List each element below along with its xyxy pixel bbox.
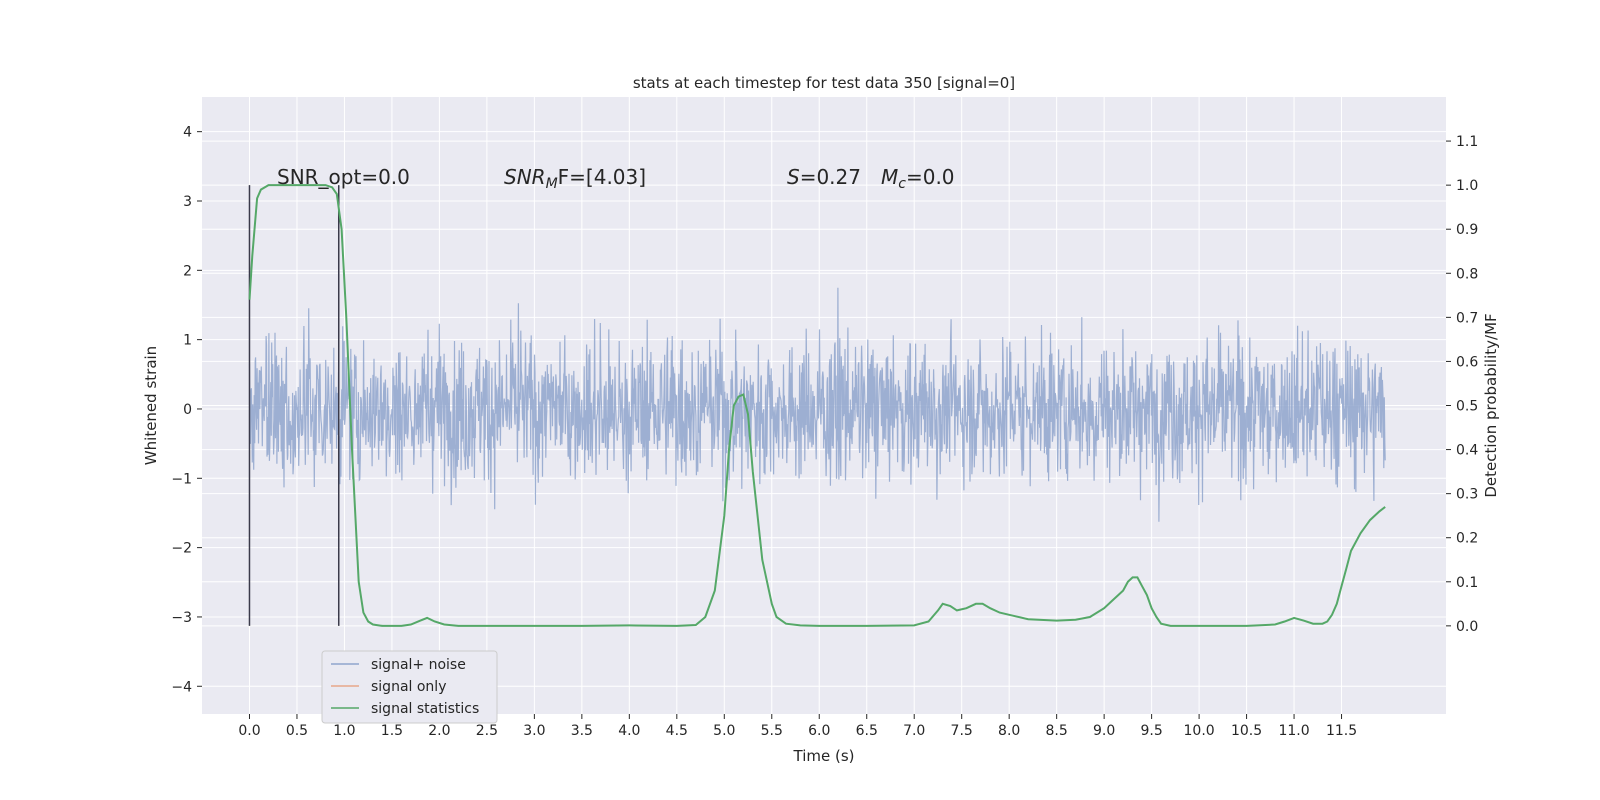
y-left-axis-ticks: −4 −3 −2 −1 0 1 2 3 4 bbox=[171, 125, 202, 695]
y-left-tick-label-7: 3 bbox=[183, 194, 192, 210]
y-right-tick-label-3: 0.3 bbox=[1456, 487, 1478, 503]
annotation-snr-mf-label: SNR bbox=[504, 165, 546, 189]
x-tick-label-10: 5.0 bbox=[713, 723, 735, 739]
legend-entry-signal-noise: signal+ noise bbox=[371, 657, 466, 673]
y-right-tick-label-6: 0.6 bbox=[1456, 354, 1478, 370]
signal-statistics-series bbox=[248, 184, 1386, 627]
annotation-snr-mf: SNRMF=[4.03] bbox=[504, 165, 646, 192]
legend: signal+ noise signal only signal statist… bbox=[321, 650, 498, 724]
y-right-tick-label-5: 0.5 bbox=[1456, 399, 1478, 415]
x-tick-label-0: 0.0 bbox=[238, 723, 260, 739]
chart-title: stats at each timestep for test data 350… bbox=[633, 74, 1015, 92]
y-right-tick-label-4: 0.4 bbox=[1456, 443, 1478, 459]
annotation-snr-opt: SNR_opt=0.0 bbox=[277, 165, 410, 189]
legend-entry-signal-statistics: signal statistics bbox=[371, 701, 479, 717]
annotation-s: S=0.27 bbox=[787, 165, 861, 189]
vertical-markers bbox=[248, 185, 340, 626]
x-tick-label-13: 6.5 bbox=[856, 723, 878, 739]
y-right-tick-label-2: 0.2 bbox=[1456, 531, 1478, 547]
y-left-tick-label-2: −2 bbox=[171, 541, 192, 557]
x-axis-label: Time (s) bbox=[793, 747, 855, 765]
y-left-tick-label-5: 1 bbox=[183, 333, 192, 349]
x-tick-label-16: 8.0 bbox=[998, 723, 1020, 739]
y-right-axis-ticks: 0.0 0.1 0.2 0.3 0.4 0.5 0.6 0.7 0.8 0.9 1.0 1.1 bbox=[1446, 134, 1478, 635]
signal-noise-series bbox=[248, 287, 1386, 522]
x-tick-label-5: 2.5 bbox=[476, 723, 498, 739]
x-tick-label-17: 8.5 bbox=[1046, 723, 1068, 739]
y-right-tick-label-1: 0.1 bbox=[1456, 575, 1478, 591]
x-tick-label-7: 3.5 bbox=[571, 723, 593, 739]
annotation-snr-mf-tail: F=[4.03] bbox=[558, 165, 646, 189]
y-right-tick-label-0: 0.0 bbox=[1456, 619, 1478, 635]
x-tick-label-9: 4.5 bbox=[666, 723, 688, 739]
x-tick-label-3: 1.5 bbox=[381, 723, 403, 739]
legend-box bbox=[321, 650, 498, 724]
x-tick-label-23: 11.5 bbox=[1326, 723, 1357, 739]
x-tick-label-8: 4.0 bbox=[618, 723, 640, 739]
y-left-tick-label-0: −4 bbox=[171, 679, 192, 695]
y-right-tick-label-9: 0.9 bbox=[1456, 222, 1478, 238]
annotation-snr-mf-sub: M bbox=[546, 176, 558, 192]
annotation-mc-sub: c bbox=[898, 176, 906, 192]
y-right-tick-label-10: 1.0 bbox=[1456, 178, 1478, 194]
y-right-tick-label-11: 1.1 bbox=[1456, 134, 1478, 150]
y-left-axis-label: Whitened strain bbox=[142, 346, 160, 465]
x-axis-ticks: 0.0 0.5 1.0 1.5 2.0 2.5 3.0 3.5 4.0 4.5 5.0 5.5 6.0 6… bbox=[238, 714, 1357, 739]
y-right-axis-label: Detection probability/MF bbox=[1482, 313, 1500, 497]
annotation-mc: Mc=0.0 bbox=[881, 165, 955, 192]
x-tick-label-21: 10.5 bbox=[1231, 723, 1262, 739]
y-left-tick-label-1: −3 bbox=[171, 610, 192, 626]
y-left-tick-label-6: 2 bbox=[183, 263, 192, 279]
annotation-mc-label: M bbox=[881, 165, 898, 189]
x-tick-label-11: 5.5 bbox=[761, 723, 783, 739]
y-right-tick-label-8: 0.8 bbox=[1456, 266, 1478, 282]
x-tick-label-22: 11.0 bbox=[1278, 723, 1309, 739]
x-tick-label-2: 1.0 bbox=[333, 723, 355, 739]
y-left-tick-label-8: 4 bbox=[183, 125, 192, 141]
x-tick-label-19: 9.5 bbox=[1140, 723, 1162, 739]
annotation-s-label: S bbox=[787, 165, 800, 189]
x-tick-label-1: 0.5 bbox=[286, 723, 308, 739]
x-tick-label-14: 7.0 bbox=[903, 723, 925, 739]
annotation-s-value: =0.27 bbox=[800, 165, 861, 189]
y-right-tick-label-7: 0.7 bbox=[1456, 310, 1478, 326]
x-tick-label-12: 6.0 bbox=[808, 723, 830, 739]
statistics-trace bbox=[248, 184, 1386, 627]
x-tick-label-18: 9.0 bbox=[1093, 723, 1115, 739]
x-tick-label-15: 7.5 bbox=[951, 723, 973, 739]
annotation-mc-value: =0.0 bbox=[906, 165, 955, 189]
legend-entry-signal-only: signal only bbox=[371, 679, 446, 695]
noise-trace bbox=[248, 287, 1386, 522]
y-left-tick-label-3: −1 bbox=[171, 471, 192, 487]
y-left-tick-label-4: 0 bbox=[183, 402, 192, 418]
x-tick-label-6: 3.0 bbox=[523, 723, 545, 739]
x-tick-label-20: 10.0 bbox=[1184, 723, 1215, 739]
x-tick-label-4: 2.0 bbox=[428, 723, 450, 739]
